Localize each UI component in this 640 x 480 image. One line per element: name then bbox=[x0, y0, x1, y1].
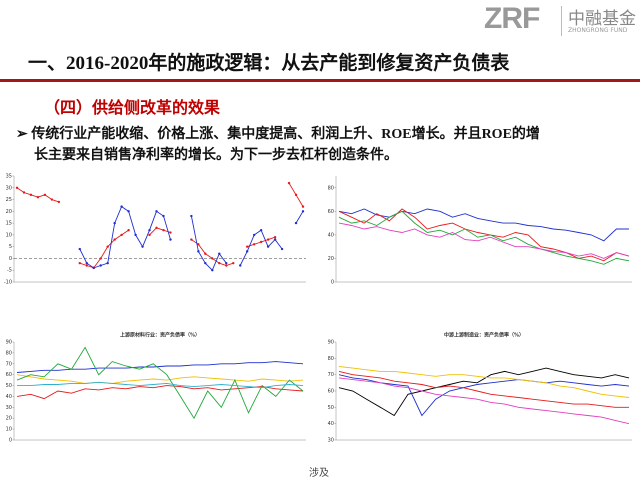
chart: 0 20 40 60 80 bbox=[328, 176, 632, 286]
chart-title: 上游原材料行业：资产负债率（%） bbox=[120, 332, 200, 339]
y-tick-label: 20 bbox=[6, 416, 12, 422]
y-tick-label: 50 bbox=[328, 405, 334, 411]
series-line bbox=[338, 367, 630, 417]
divider bbox=[561, 6, 562, 36]
logo: ZRF bbox=[484, 2, 540, 35]
y-tick-label: 80 bbox=[6, 350, 12, 356]
chart-title: 中游上游制造业：资产负债率（%） bbox=[444, 332, 524, 339]
text: 长主要来自销售净利率的增长。为下一步去杠杆创造条件。 bbox=[34, 148, 398, 163]
y-tick-label: 35 bbox=[6, 174, 12, 180]
series-line bbox=[79, 205, 304, 271]
chart: 上游原材料行业：资产负债率（%） 0 10 20 30 40 50 60 70 80 90 bbox=[6, 332, 306, 444]
y-tick-label: 60 bbox=[328, 209, 334, 215]
series-line bbox=[16, 346, 304, 420]
y-tick-label: 15 bbox=[6, 221, 12, 227]
y-tick-label: 30 bbox=[6, 405, 12, 411]
y-tick-label: 0 bbox=[9, 256, 12, 262]
y-tick-label: 80 bbox=[328, 185, 334, 191]
series-line bbox=[338, 208, 630, 262]
series-line bbox=[338, 210, 630, 265]
y-tick-label: 20 bbox=[6, 209, 12, 215]
series-line bbox=[16, 361, 304, 373]
bullet-line: 长主要来自销售净利率的增长。为下一步去杠杆创造条件。 bbox=[16, 145, 540, 166]
chart: -10 -5 0 5 10 15 20 25 30 35 bbox=[4, 174, 306, 286]
y-tick-label: 40 bbox=[328, 232, 334, 238]
y-tick-label: 50 bbox=[6, 383, 12, 389]
y-tick-label: 70 bbox=[328, 372, 334, 378]
title-rule bbox=[0, 79, 640, 82]
y-tick-label: 30 bbox=[328, 438, 334, 444]
title: 一、2016-2020年的施政逻辑：从去产能到修复资产负债表 bbox=[28, 53, 510, 74]
y-tick-label: 30 bbox=[6, 185, 12, 191]
y-tick-label: 20 bbox=[328, 256, 334, 262]
y-tick-label: 10 bbox=[6, 232, 12, 238]
y-tick-label: 80 bbox=[328, 356, 334, 362]
brand-en: ZHONGRONG FUND bbox=[568, 27, 628, 34]
y-tick-label: 5 bbox=[9, 244, 12, 250]
y-tick-label: 40 bbox=[328, 421, 334, 427]
y-tick-label: 60 bbox=[6, 372, 12, 378]
series-line bbox=[338, 208, 629, 242]
series-line bbox=[338, 370, 629, 408]
series-line bbox=[16, 182, 304, 269]
bullet-line: ➢ 传统行业产能收缩、价格上涨、集中度提高、利润上升、ROE增长。并且ROE的增 bbox=[16, 127, 540, 142]
footer: 涉及 bbox=[309, 468, 329, 479]
y-tick-label: 90 bbox=[6, 340, 12, 346]
y-tick-label: 25 bbox=[6, 197, 12, 203]
y-tick-label: 40 bbox=[6, 394, 12, 400]
y-tick-label: -10 bbox=[4, 280, 12, 286]
series-line bbox=[338, 366, 630, 398]
y-tick-label: 60 bbox=[328, 389, 334, 395]
y-tick-label: 90 bbox=[328, 340, 334, 346]
y-tick-label: 70 bbox=[6, 361, 12, 367]
bullet: ➢ 传统行业产能收缩、价格上涨、集中度提高、利润上升、ROE增长。并且ROE的增… bbox=[16, 124, 540, 166]
y-tick-label: 10 bbox=[6, 427, 12, 433]
text: 传统行业产能收缩、价格上涨、集中度提高、利润上升、ROE增长。并且ROE的增 bbox=[31, 127, 540, 142]
brand: 中融基金 bbox=[568, 9, 636, 29]
chart: 中游上游制造业：资产负债率（%） 30 40 50 60 70 80 90 bbox=[328, 332, 632, 444]
y-tick-label: -5 bbox=[7, 268, 12, 274]
y-tick-label: 0 bbox=[331, 280, 334, 286]
series-line bbox=[338, 222, 630, 259]
series-line bbox=[338, 374, 630, 417]
series-line bbox=[17, 381, 304, 389]
y-tick-label: 0 bbox=[9, 438, 12, 444]
section: （四）供给侧改革的效果 bbox=[44, 100, 221, 117]
series-line bbox=[16, 374, 304, 384]
series-line bbox=[338, 377, 630, 425]
